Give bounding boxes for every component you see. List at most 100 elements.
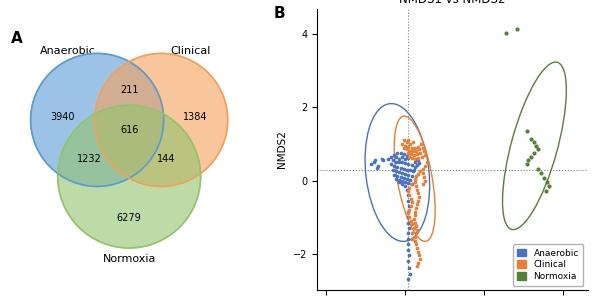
- Anaerobic: [389, 164, 399, 168]
- Circle shape: [31, 53, 164, 186]
- Clinical: [419, 175, 429, 179]
- Clinical: [420, 164, 430, 168]
- Clinical: [412, 227, 422, 232]
- Clinical: [415, 194, 424, 199]
- Clinical: [412, 205, 421, 210]
- Anaerobic: [396, 151, 406, 155]
- Normoxia: [530, 140, 539, 144]
- Anaerobic: [404, 253, 414, 258]
- Text: 211: 211: [120, 85, 139, 95]
- Clinical: [410, 209, 420, 214]
- Clinical: [416, 257, 425, 261]
- Clinical: [422, 160, 431, 165]
- Normoxia: [533, 147, 542, 152]
- Clinical: [407, 145, 416, 150]
- Clinical: [413, 260, 423, 265]
- Clinical: [413, 155, 423, 160]
- Anaerobic: [402, 187, 412, 192]
- Anaerobic: [392, 164, 402, 169]
- Anaerobic: [407, 182, 416, 186]
- Anaerobic: [386, 155, 396, 159]
- Anaerobic: [394, 156, 404, 161]
- Clinical: [407, 200, 417, 205]
- Anaerobic: [392, 151, 402, 155]
- Clinical: [404, 207, 414, 212]
- Clinical: [420, 178, 430, 183]
- Clinical: [412, 231, 421, 236]
- Clinical: [402, 140, 412, 144]
- Anaerobic: [394, 177, 404, 182]
- Text: A: A: [11, 31, 23, 46]
- Anaerobic: [394, 159, 404, 164]
- Anaerobic: [409, 169, 418, 174]
- Clinical: [406, 197, 416, 201]
- Anaerobic: [413, 158, 422, 163]
- Anaerobic: [400, 156, 410, 161]
- Anaerobic: [405, 177, 415, 182]
- Anaerobic: [412, 163, 422, 168]
- Clinical: [415, 147, 424, 152]
- Anaerobic: [404, 220, 413, 225]
- Text: Clinical: Clinical: [170, 46, 211, 56]
- Text: Normoxia: Normoxia: [103, 254, 156, 264]
- Clinical: [403, 211, 413, 216]
- Anaerobic: [391, 160, 401, 165]
- Clinical: [410, 238, 419, 243]
- Normoxia: [542, 188, 551, 193]
- Anaerobic: [404, 209, 413, 214]
- Anaerobic: [374, 164, 383, 168]
- Clinical: [409, 140, 418, 144]
- Clinical: [412, 264, 422, 269]
- Anaerobic: [388, 158, 397, 163]
- Text: 1384: 1384: [184, 112, 208, 123]
- Clinical: [420, 153, 430, 157]
- Anaerobic: [397, 182, 407, 186]
- Anaerobic: [403, 215, 413, 219]
- Anaerobic: [379, 158, 388, 163]
- Clinical: [407, 155, 417, 160]
- Normoxia: [512, 27, 522, 31]
- Anaerobic: [397, 160, 407, 165]
- Anaerobic: [391, 169, 401, 174]
- Anaerobic: [400, 161, 410, 165]
- Y-axis label: NMDS2: NMDS2: [277, 131, 287, 168]
- Clinical: [406, 152, 416, 157]
- Clinical: [413, 172, 423, 176]
- Normoxia: [533, 166, 542, 171]
- Anaerobic: [372, 165, 382, 170]
- Anaerobic: [404, 162, 413, 166]
- Clinical: [413, 144, 422, 149]
- Clinical: [412, 184, 421, 188]
- Normoxia: [539, 175, 548, 180]
- Title: NMDS1 vs NMDS2: NMDS1 vs NMDS2: [400, 0, 506, 6]
- Clinical: [410, 176, 419, 181]
- Anaerobic: [394, 180, 404, 185]
- Anaerobic: [400, 184, 410, 188]
- Clinical: [400, 144, 410, 148]
- Clinical: [418, 182, 427, 186]
- Clinical: [405, 148, 415, 153]
- Anaerobic: [397, 155, 407, 159]
- Clinical: [418, 145, 427, 150]
- Clinical: [413, 198, 423, 203]
- Anaerobic: [404, 231, 413, 236]
- Clinical: [412, 152, 422, 157]
- Clinical: [412, 246, 422, 250]
- Anaerobic: [403, 193, 413, 197]
- Anaerobic: [366, 162, 376, 166]
- Clinical: [413, 249, 423, 254]
- Clinical: [404, 193, 414, 197]
- Anaerobic: [404, 258, 413, 263]
- Clinical: [406, 218, 416, 223]
- Clinical: [417, 155, 427, 159]
- Anaerobic: [407, 174, 416, 178]
- Anaerobic: [409, 168, 419, 173]
- Anaerobic: [369, 160, 379, 165]
- Anaerobic: [396, 165, 406, 170]
- Normoxia: [531, 144, 541, 148]
- Clinical: [410, 180, 420, 185]
- Clinical: [409, 153, 419, 157]
- Anaerobic: [383, 156, 393, 161]
- Clinical: [406, 204, 416, 208]
- Clinical: [415, 253, 424, 258]
